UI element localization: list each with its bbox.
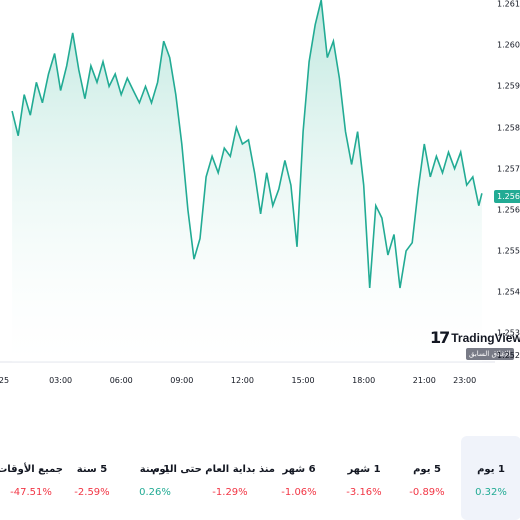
x-tick-label: 23:00	[453, 376, 477, 385]
period-6[interactable]: 5 سنة -2.59%	[62, 436, 122, 520]
y-tick-label: 1.25800	[497, 123, 520, 133]
period-label: 1 يوم	[477, 464, 505, 475]
period-0[interactable]: 1 يوم 0.32%	[461, 436, 520, 520]
price-line	[11, 0, 483, 289]
tradingview-logo[interactable]: 17 TradingView	[430, 328, 520, 347]
period-2[interactable]: 1 شهر -3.16%	[334, 436, 394, 520]
x-tick-label: 18:00	[352, 376, 376, 385]
price-chart[interactable]: 1.26100 1.26000 1.25900 1.25800 1.25700 1.256…	[0, 0, 520, 385]
last-price-badge: 1.25640	[494, 190, 520, 203]
y-tick-label: 1.25700	[497, 164, 520, 174]
previous-close-badge: الإغلاق السابق	[466, 348, 514, 360]
y-tick-label: 1.25900	[497, 81, 520, 91]
previous-close-value: 1.25232	[497, 351, 520, 360]
period-label: 6 شهر	[282, 464, 316, 475]
period-change-value: -1.06%	[281, 487, 317, 498]
period-5[interactable]: 1 سنة 0.26%	[125, 436, 185, 520]
y-tick-label: 1.26100	[497, 0, 520, 9]
period-label: 1 شهر	[347, 464, 381, 475]
y-tick-label: 1.25400	[497, 287, 520, 297]
price-area	[12, 0, 482, 362]
x-tick-label: 15:00	[291, 376, 315, 385]
period-label: 1 سنة	[139, 464, 171, 475]
x-tick-label: 06:00	[109, 376, 133, 385]
tradingview-mark-icon: 17	[430, 328, 450, 347]
period-3[interactable]: 6 شهر -1.06%	[269, 436, 329, 520]
period-change-value: -47.51%	[10, 487, 52, 498]
period-change-value: -3.16%	[346, 487, 382, 498]
x-tick-label: 25	[0, 376, 10, 385]
y-tick-label: 1.25600	[497, 205, 520, 215]
period-performance-bar: 1 يوم 0.32% 5 يوم -0.89% 1 شهر -3.16% 6 شهر -1.…	[0, 436, 520, 520]
x-tick-label: 21:00	[412, 376, 436, 385]
period-7[interactable]: جميع الأوقات -47.51%	[0, 436, 63, 520]
period-change-value: 0.32%	[475, 487, 507, 498]
period-label: جميع الأوقات	[0, 464, 63, 475]
x-tick-label: 09:00	[170, 376, 194, 385]
period-label: منذ بداية العام حتى اليوم	[152, 464, 275, 475]
period-change-value: -1.29%	[212, 487, 248, 498]
x-tick-label: 03:00	[49, 376, 73, 385]
period-change-value: -2.59%	[74, 487, 110, 498]
y-tick-label: 1.25300	[497, 328, 520, 338]
period-4[interactable]: منذ بداية العام حتى اليوم -1.29%	[152, 436, 275, 520]
period-change-value: 0.26%	[139, 487, 171, 498]
y-tick-label: 1.25500	[497, 246, 520, 256]
x-tick-label: 12:00	[230, 376, 254, 385]
period-change-value: -0.89%	[409, 487, 445, 498]
period-1[interactable]: 5 يوم -0.89%	[397, 436, 457, 520]
period-label: 5 سنة	[76, 464, 108, 475]
chart-canvas[interactable]	[0, 0, 520, 372]
period-label: 5 يوم	[413, 464, 441, 475]
brand-name: TradingView	[451, 330, 520, 345]
y-tick-label: 1.26000	[497, 40, 520, 50]
